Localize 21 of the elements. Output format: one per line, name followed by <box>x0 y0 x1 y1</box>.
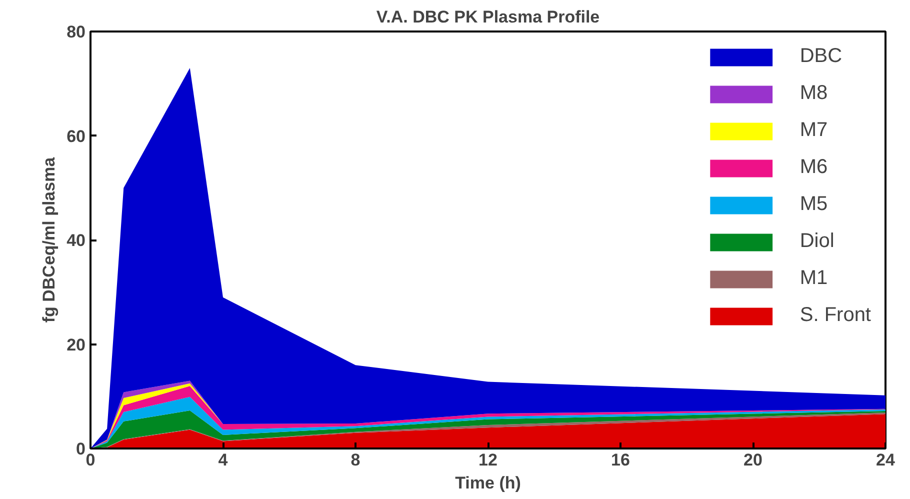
legend-label: M5 <box>800 193 828 216</box>
y-tick-label: 40 <box>66 231 86 250</box>
legend-label: M8 <box>800 82 828 105</box>
x-tick-label: 16 <box>611 450 630 470</box>
chart-title: V.A. DBC PK Plasma Profile <box>376 8 600 26</box>
y-tick-label: 80 <box>66 22 86 42</box>
legend-label: Diol <box>800 230 834 253</box>
x-axis-title: Time (h) <box>455 474 521 492</box>
x-tick-label: 24 <box>876 450 896 470</box>
x-tick-label: 4 <box>218 450 228 470</box>
legend-label: M6 <box>800 156 828 179</box>
y-tick-label: 60 <box>66 126 86 146</box>
legend-label: S. Front <box>800 304 871 327</box>
legend-label: M1 <box>800 267 828 290</box>
legend-label: DBC <box>800 45 842 68</box>
y-axis-title: fg DBCeq/ml plasma <box>40 156 59 323</box>
x-tick-label: 12 <box>478 450 498 470</box>
legend-label: M7 <box>800 119 828 142</box>
x-tick-label: 20 <box>744 450 762 470</box>
y-tick-label: 20 <box>66 335 86 354</box>
x-tick-label: 8 <box>350 450 360 470</box>
